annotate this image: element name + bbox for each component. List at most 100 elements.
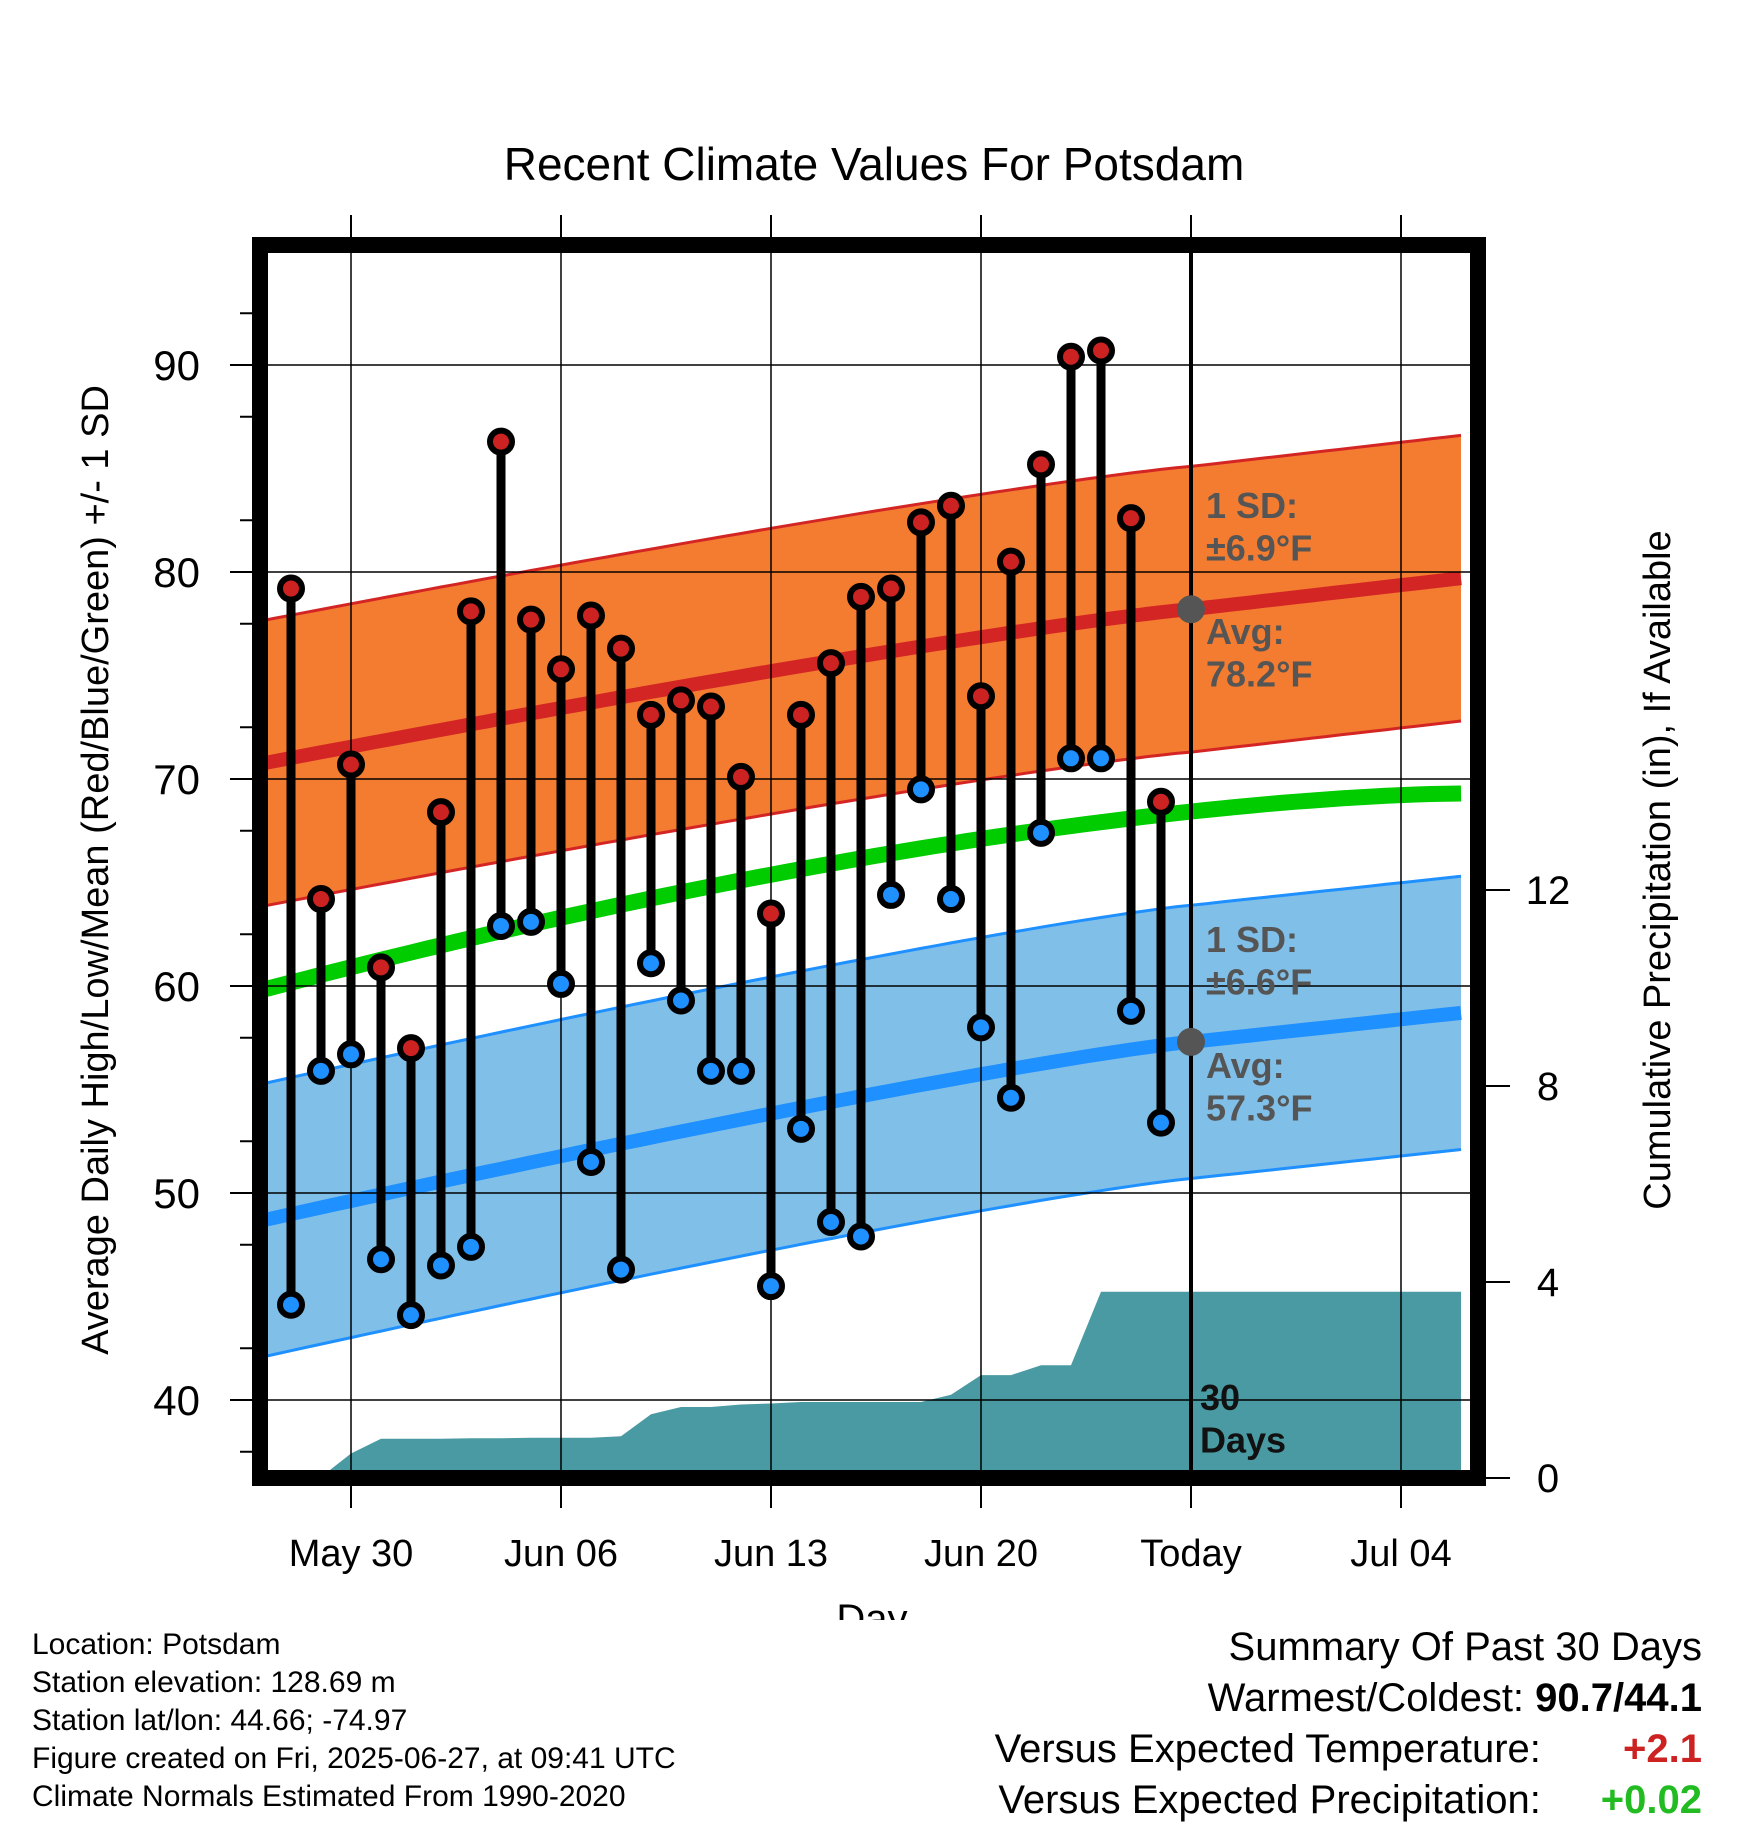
- y2-tick-label: 12: [1526, 869, 1571, 913]
- daily-low-marker: [397, 1301, 425, 1330]
- daily-high-marker: [697, 692, 725, 721]
- daily-high-marker: [487, 427, 515, 456]
- daily-high-marker: [757, 899, 785, 928]
- daily-high-marker: [577, 601, 605, 630]
- daily-low-marker: [757, 1272, 785, 1301]
- daily-high-marker: [1087, 336, 1115, 365]
- daily-high-marker: [367, 953, 395, 982]
- climate-chart: Recent Climate Values For Potsdam 1 SD: ±…: [75, 138, 1679, 1620]
- x-tick-label: Today: [1140, 1533, 1241, 1575]
- daily-high-marker: [907, 508, 935, 537]
- daily-high-marker: [607, 634, 635, 663]
- plot-contents: 1 SD: ±6.9°F Avg: 78.2°F 1 SD: ±6.6°F Avg: 57.3…: [260, 245, 1478, 1478]
- normal-high-line: [260, 571, 1462, 772]
- x-tick-label: Jun 06: [504, 1533, 618, 1575]
- y-tick-label: 70: [153, 756, 200, 803]
- chart-title: Recent Climate Values For Potsdam: [504, 138, 1245, 190]
- daily-low-marker: [487, 911, 515, 940]
- daily-high-marker: [547, 655, 575, 684]
- daily-low-marker: [457, 1232, 485, 1261]
- plot-frame: [252, 237, 1486, 1486]
- daily-high-marker: [847, 582, 875, 611]
- daily-high-marker: [277, 574, 305, 603]
- y-tick-label: 90: [153, 342, 200, 389]
- high-sd-lower-edge: [260, 719, 1462, 909]
- y-tick-label: 80: [153, 549, 200, 596]
- daily-high-marker: [637, 700, 665, 729]
- daily-low-marker: [847, 1222, 875, 1251]
- daily-high-marker: [937, 491, 965, 520]
- daily-low-marker: [727, 1056, 755, 1085]
- daily-low-marker: [967, 1013, 995, 1042]
- warm-cold-row: Warmest/Coldest: 90.7/44.1: [995, 1673, 1702, 1724]
- daily-high-marker: [667, 686, 695, 715]
- high-sd-annotation: 1 SD: ±6.9°F: [1206, 485, 1312, 568]
- daily-high-marker: [307, 885, 335, 914]
- daily-low-marker: [817, 1207, 845, 1236]
- x-tick-label: Jun 20: [924, 1533, 1038, 1575]
- normal-low-line: [260, 1005, 1462, 1229]
- daily-high-marker: [727, 762, 755, 791]
- daily-low-marker: [547, 969, 575, 998]
- x-tick-label: May 30: [289, 1533, 414, 1575]
- daily-high-marker: [787, 700, 815, 729]
- precip-value: +0.02: [1600, 1778, 1702, 1822]
- daily-high-marker: [1117, 504, 1145, 533]
- daily-low-marker: [337, 1040, 365, 1069]
- daily-high-marker: [967, 682, 995, 711]
- normal-mean-line: [260, 785, 1462, 999]
- y2-tick-label: 4: [1537, 1261, 1559, 1305]
- today-low-avg-dot: [1177, 1027, 1205, 1056]
- low-sd-upper-edge: [260, 874, 1462, 1086]
- location-text: Location: Potsdam: [32, 1628, 281, 1661]
- temp-label: Versus Expected Temperature:: [994, 1727, 1541, 1771]
- y-tick-label: 60: [153, 963, 200, 1010]
- x-tick-label: Jul 04: [1350, 1533, 1451, 1575]
- days-annotation: 30 Days: [1200, 1377, 1286, 1460]
- daily-low-marker: [517, 907, 545, 936]
- daily-low-marker: [907, 775, 935, 804]
- y2-tick-label: 8: [1537, 1065, 1559, 1109]
- elevation-text: Station elevation: 128.69 m: [32, 1666, 396, 1699]
- warm-cold-value: 90.7/44.1: [1535, 1676, 1702, 1720]
- warm-cold-label: Warmest/Coldest:: [1207, 1676, 1525, 1720]
- daily-high-marker: [1147, 787, 1175, 816]
- daily-low-marker: [997, 1083, 1025, 1112]
- daily-low-marker: [877, 880, 905, 909]
- y2-axis-label: Cumulative Precipitation (in), If Availa…: [1637, 530, 1679, 1209]
- daily-high-marker: [337, 750, 365, 779]
- daily-low-marker: [307, 1056, 335, 1085]
- daily-low-marker: [637, 949, 665, 978]
- daily-low-marker: [937, 885, 965, 914]
- daily-low-marker: [427, 1251, 455, 1280]
- daily-low-marker: [577, 1147, 605, 1176]
- daily-low-marker: [1057, 744, 1085, 773]
- daily-low-marker: [1147, 1108, 1175, 1137]
- daily-high-marker: [997, 547, 1025, 576]
- x-tick-label: Jun 13: [714, 1533, 828, 1575]
- precip-area: [260, 1291, 1461, 1478]
- daily-high-marker: [1057, 342, 1085, 371]
- precip-row: Versus Expected Precipitation: +0.02: [995, 1775, 1702, 1826]
- station-info: Location: Potsdam Station elevation: 128…: [32, 1626, 676, 1816]
- y-axis-label: Average Daily High/Low/Mean (Red/Blue/Gr…: [75, 385, 117, 1355]
- y-tick-label: 40: [153, 1377, 200, 1424]
- daily-low-marker: [1087, 744, 1115, 773]
- daily-high-marker: [1027, 450, 1055, 479]
- precip-label: Versus Expected Precipitation:: [998, 1778, 1541, 1822]
- summary-title: Summary Of Past 30 Days: [1228, 1625, 1702, 1669]
- low-sd-annotation: 1 SD: ±6.6°F: [1206, 919, 1312, 1002]
- x-axis-label: Day: [836, 1597, 907, 1620]
- daily-low-marker: [607, 1255, 635, 1284]
- daily-low-marker: [787, 1114, 815, 1143]
- daily-low-marker: [1117, 996, 1145, 1025]
- high-avg-annotation: Avg: 78.2°F: [1206, 611, 1312, 694]
- today-high-avg-dot: [1177, 595, 1205, 624]
- daily-low-marker: [367, 1245, 395, 1274]
- y2-tick-label: 0: [1537, 1457, 1559, 1501]
- daily-low-marker: [667, 986, 695, 1015]
- daily-high-marker: [517, 605, 545, 634]
- plot-area: 1 SD: ±6.9°F Avg: 78.2°F 1 SD: ±6.6°F Avg: 57.3…: [153, 215, 1570, 1575]
- daily-high-marker: [817, 649, 845, 678]
- daily-high-marker: [427, 798, 455, 827]
